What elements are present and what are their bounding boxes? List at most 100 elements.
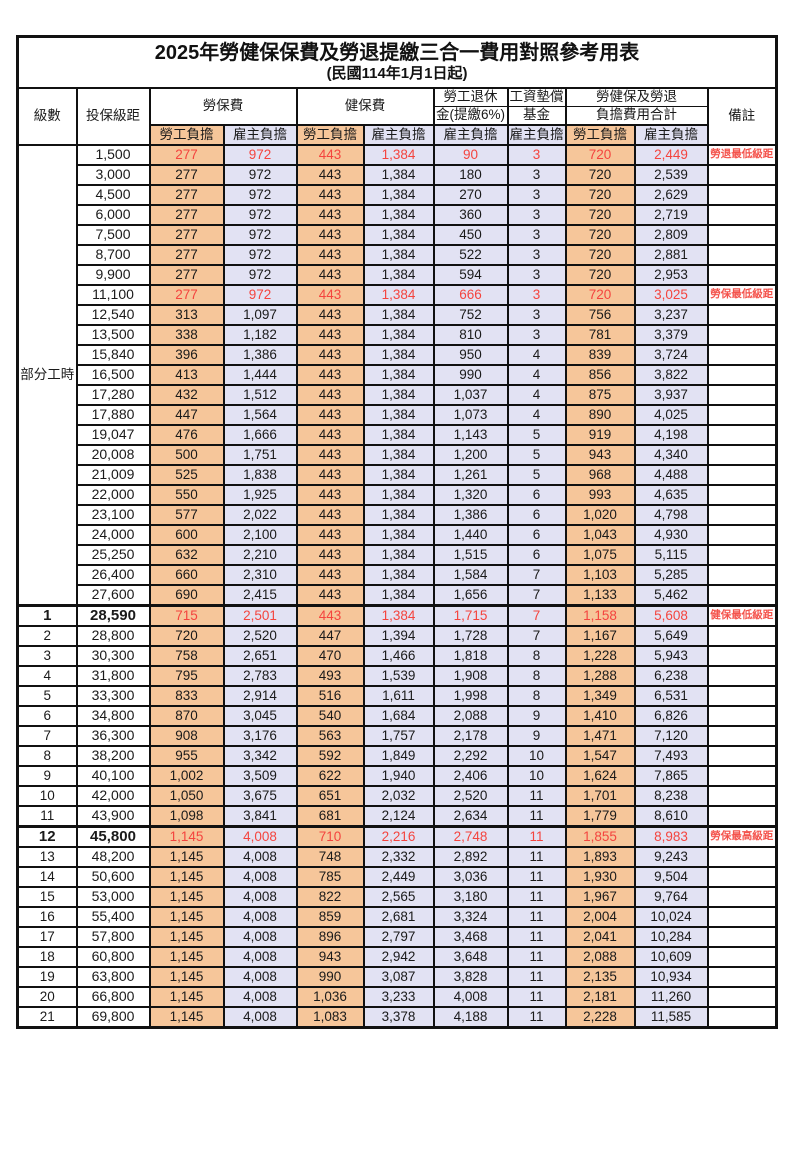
cell-labor_er: 1,386 xyxy=(222,344,298,366)
cell-labor_emp: 870 xyxy=(148,705,225,727)
part-time-label: 部分工時 xyxy=(16,144,78,607)
cell-note xyxy=(706,765,778,787)
cell-note xyxy=(706,906,778,928)
cell-fund_er: 3 xyxy=(506,224,567,246)
cell-level: 17 xyxy=(16,926,78,948)
cell-total_er: 2,809 xyxy=(633,224,709,246)
cell-note xyxy=(706,564,778,586)
cell-total_emp: 1,624 xyxy=(564,765,636,787)
cell-fund_er: 4 xyxy=(506,344,567,366)
cell-level: 16 xyxy=(16,906,78,928)
table-body: 部分工時 1,500 277 972 443 1,384 90 3 720 2,449 勞退最低級距… xyxy=(16,144,778,1029)
cell-labor_er: 2,022 xyxy=(222,504,298,526)
table-row: 17 57,800 1,145 4,008 896 2,797 3,468 11 2,041 10… xyxy=(16,926,778,948)
cell-health_emp: 443 xyxy=(295,204,365,226)
cell-pension_er: 1,908 xyxy=(432,665,509,687)
cell-health_emp: 470 xyxy=(295,645,365,667)
cell-note xyxy=(706,444,778,466)
cell-labor_emp: 795 xyxy=(148,665,225,687)
cell-note xyxy=(706,304,778,326)
cell-fund_er: 11 xyxy=(506,846,567,868)
cell-salary: 17,880 xyxy=(75,404,151,426)
cell-salary: 27,600 xyxy=(75,584,151,607)
cell-note xyxy=(706,164,778,186)
table-row: 12,540 313 1,097 443 1,384 752 3 756 3,237 xyxy=(18,304,778,326)
cell-total_emp: 1,020 xyxy=(564,504,636,526)
cell-labor_emp: 690 xyxy=(148,584,225,607)
cell-labor_er: 4,008 xyxy=(222,886,298,908)
cell-salary: 40,100 xyxy=(75,765,151,787)
table-row: 22,000 550 1,925 443 1,384 1,320 6 993 4,635 xyxy=(18,484,778,506)
cell-fund_er: 6 xyxy=(506,544,567,566)
cell-total_emp: 2,088 xyxy=(564,946,636,968)
cell-total_emp: 781 xyxy=(564,324,636,346)
cell-fund_er: 7 xyxy=(506,584,567,607)
header-row-3: 勞工負擔 雇主負擔 勞工負擔 雇主負擔 雇主負擔 雇主負擔 勞工負擔 雇主負擔 xyxy=(18,124,777,146)
table-row: 9 40,100 1,002 3,509 622 1,940 2,406 10 1,624 7,8… xyxy=(16,765,778,787)
cell-labor_emp: 1,050 xyxy=(148,785,225,807)
cell-labor_emp: 277 xyxy=(148,184,225,206)
cell-labor_er: 3,045 xyxy=(222,705,298,727)
cell-salary: 21,009 xyxy=(75,464,151,486)
cell-total_er: 3,822 xyxy=(633,364,709,386)
cell-salary: 60,800 xyxy=(75,946,151,968)
cell-pension_er: 3,324 xyxy=(432,906,509,928)
cell-fund_er: 3 xyxy=(506,284,567,306)
cell-note xyxy=(706,725,778,747)
col-header-level: 級數 xyxy=(16,87,78,146)
cell-level: 8 xyxy=(16,745,78,767)
cell-labor_emp: 525 xyxy=(148,464,225,486)
table-row: 3 30,300 758 2,651 470 1,466 1,818 8 1,228 5,943 xyxy=(16,645,778,667)
cell-fund_er: 11 xyxy=(506,825,567,848)
cell-pension_er: 1,320 xyxy=(432,484,509,506)
cell-labor_er: 4,008 xyxy=(222,926,298,948)
cell-salary: 4,500 xyxy=(75,184,151,206)
cell-level: 9 xyxy=(16,765,78,787)
cell-health_er: 1,384 xyxy=(362,324,435,346)
cell-fund_er: 4 xyxy=(506,364,567,386)
cell-total_emp: 993 xyxy=(564,484,636,506)
cell-pension_er: 666 xyxy=(432,284,509,306)
cell-total_er: 9,764 xyxy=(633,886,709,908)
cell-total_emp: 943 xyxy=(564,444,636,466)
cell-health_er: 1,384 xyxy=(362,424,435,446)
cell-health_er: 1,384 xyxy=(362,244,435,266)
subheader-pension-employer: 雇主負擔 xyxy=(432,124,509,146)
header-row-1: 級數 投保級距 勞保費 健保費 勞工退休 工資墊償 勞健保及勞退 備註 xyxy=(16,87,778,146)
cell-labor_emp: 1,145 xyxy=(148,825,225,848)
page: 2025年勞健保保費及勞退提繳三合一費用對照參考用表 (民國114年1月1日起)… xyxy=(0,35,791,1155)
cell-health_emp: 443 xyxy=(295,384,365,406)
cell-health_emp: 443 xyxy=(295,364,365,386)
cell-health_er: 2,032 xyxy=(362,785,435,807)
table-row: 1 28,590 715 2,501 443 1,384 1,715 7 1,158 5,608 健… xyxy=(16,604,778,627)
cell-labor_er: 972 xyxy=(222,224,298,246)
cell-labor_emp: 1,002 xyxy=(148,765,225,787)
cell-health_emp: 443 xyxy=(295,404,365,426)
cell-health_emp: 1,083 xyxy=(295,1006,365,1029)
table-row: 16 55,400 1,145 4,008 859 2,681 3,324 11 2,004 10… xyxy=(16,906,778,928)
cell-health_emp: 822 xyxy=(295,886,365,908)
cell-total_emp: 1,471 xyxy=(564,725,636,747)
cell-pension_er: 1,715 xyxy=(432,604,509,627)
cell-fund_er: 11 xyxy=(506,805,567,828)
cell-labor_emp: 500 xyxy=(148,444,225,466)
cell-health_emp: 443 xyxy=(295,184,365,206)
cell-labor_emp: 277 xyxy=(148,264,225,286)
col-header-total-line2: 負擔費用合計 xyxy=(564,106,709,126)
cell-note xyxy=(706,625,778,647)
subheader-labor-employer: 雇主負擔 xyxy=(222,124,298,146)
cell-total_emp: 1,228 xyxy=(564,645,636,667)
cell-salary: 42,000 xyxy=(75,785,151,807)
cell-health_er: 1,394 xyxy=(362,625,435,647)
cell-fund_er: 10 xyxy=(506,765,567,787)
table-row: 26,400 660 2,310 443 1,384 1,584 7 1,103 5,285 xyxy=(18,564,778,586)
cell-note xyxy=(706,384,778,406)
subheader-total-employee: 勞工負擔 xyxy=(564,124,636,146)
cell-health_er: 2,216 xyxy=(362,825,435,848)
table-row: 24,000 600 2,100 443 1,384 1,440 6 1,043 4,930 xyxy=(18,524,778,546)
cell-total_er: 8,610 xyxy=(633,805,709,828)
cell-pension_er: 3,180 xyxy=(432,886,509,908)
cell-labor_er: 4,008 xyxy=(222,866,298,888)
cell-note xyxy=(706,705,778,727)
cell-fund_er: 11 xyxy=(506,946,567,968)
